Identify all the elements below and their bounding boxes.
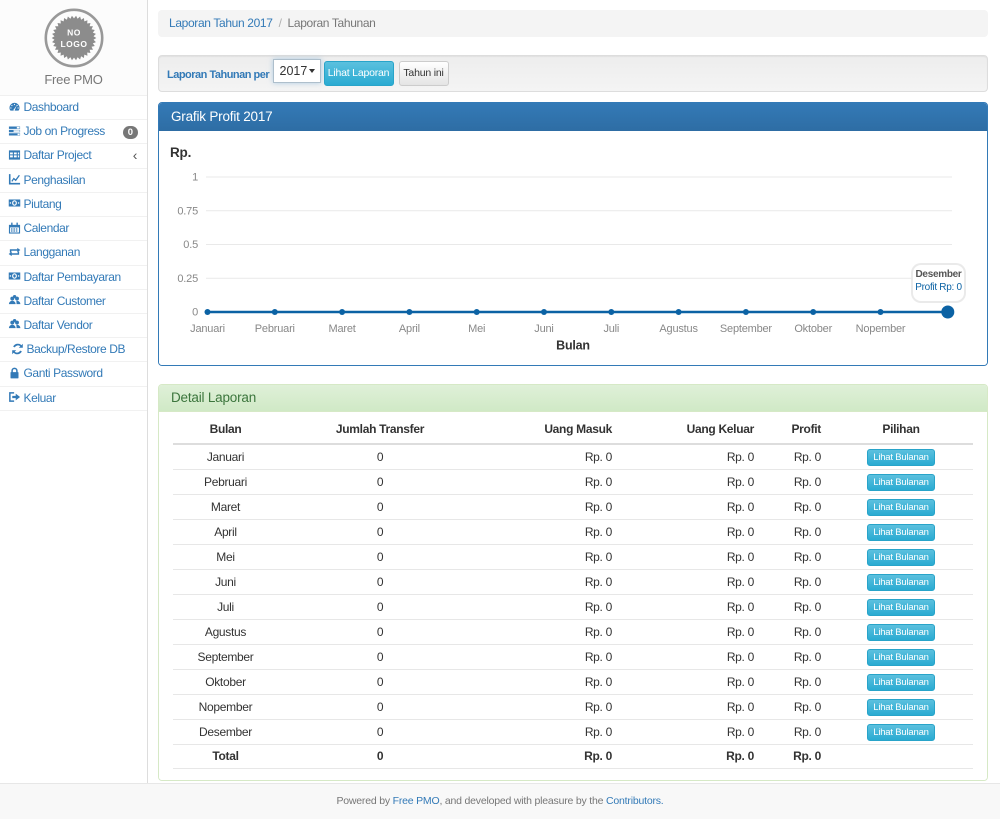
svg-text:Agustus: Agustus [659,323,698,335]
svg-text:0.5: 0.5 [183,239,198,251]
svg-text:Juli: Juli [603,323,619,335]
svg-text:Maret: Maret [329,323,356,335]
svg-text:Juni: Juni [534,323,553,335]
svg-text:Bulan: Bulan [556,339,590,353]
svg-text:April: April [399,323,420,335]
svg-text:0: 0 [192,307,198,319]
svg-text:NO: NO [67,28,81,38]
svg-text:September: September [720,323,773,335]
svg-text:Januari: Januari [190,323,225,335]
svg-text:Mei: Mei [468,323,485,335]
svg-text:Rp.: Rp. [170,145,191,160]
svg-text:0.75: 0.75 [177,205,198,217]
svg-text:Pebruari: Pebruari [255,323,295,335]
svg-text:Oktober: Oktober [794,323,832,335]
svg-text:1: 1 [192,172,198,184]
svg-text:LOGO: LOGO [60,39,87,49]
svg-text:Nopember: Nopember [856,323,906,335]
svg-text:0.25: 0.25 [177,273,198,285]
